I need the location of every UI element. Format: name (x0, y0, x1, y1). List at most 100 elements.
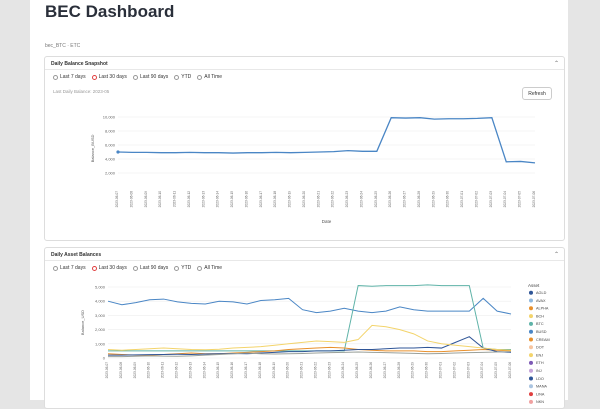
radio-all-time[interactable]: All Time (197, 265, 222, 271)
last-daily-balance-text: Last Daily Balance: 2023-05 (53, 89, 110, 94)
legend-label: ENJ (536, 353, 543, 357)
legend-marker (529, 337, 533, 342)
radio-circle-icon (197, 74, 203, 80)
radio-label: All Time (204, 74, 223, 80)
radio-circle-icon (53, 74, 58, 80)
legend-label: BTC (536, 322, 544, 326)
collapse-chevron-icon[interactable]: ⌃ (553, 252, 559, 258)
radio-label: Last 90 days (139, 74, 169, 80)
asset-balances-card: Daily Asset Balances ⌃ Last 7 days Last … (44, 247, 565, 409)
y-tick-label: 8,000 (105, 129, 116, 134)
x-tick-label: 2023-06-11 (173, 191, 177, 207)
radio-last-7-days[interactable]: Last 7 days (53, 265, 86, 271)
x-tick-label: 2023-06-20 (302, 191, 306, 208)
x-tick-label: 2023-06-20 (286, 362, 290, 379)
x-tick-label: 2023-06-16 (244, 191, 248, 208)
legend-label: CREAM (536, 338, 550, 342)
x-tick-label: 2023-07-02 (452, 362, 456, 379)
balance-card-header[interactable]: Daily Balance Snapshot (51, 61, 108, 67)
series-line-0 (117, 117, 536, 164)
x-tick-label: 2023-07-05 (518, 191, 522, 208)
legend-label: BCH (536, 314, 544, 318)
x-tick-label: 2023-06-08 (129, 191, 133, 208)
legend-marker (529, 392, 533, 397)
legend-label: BUSD (536, 330, 547, 334)
x-tick-label: 2023-07-02 (474, 191, 478, 208)
refresh-button[interactable]: Refresh (522, 87, 552, 100)
x-tick-label: 2023-06-16 (230, 362, 234, 379)
y-tick-label: 10,000 (103, 115, 116, 120)
x-tick-label: 2023-06-17 (244, 362, 248, 379)
x-tick-label: 2023-06-15 (216, 362, 220, 379)
x-tick-label: 2023-06-13 (201, 191, 205, 208)
legend-label: LDO (536, 377, 544, 381)
legend-label: LINA (536, 392, 545, 396)
y-tick-label: 2,000 (105, 171, 116, 176)
x-tick-label: 2023-06-15 (230, 191, 234, 208)
assets-card-header[interactable]: Daily Asset Balances (51, 252, 102, 258)
collapse-chevron-icon[interactable]: ⌃ (553, 61, 559, 67)
y-tick-label: 2,000 (95, 327, 106, 332)
x-tick-label: 2023-06-21 (300, 362, 304, 379)
data-point (116, 150, 120, 154)
radio-selected-icon (91, 74, 97, 80)
x-tick-label: 2023-07-01 (460, 191, 464, 208)
x-tick-label: 2023-06-19 (272, 362, 276, 379)
x-tick-label: 2023-06-21 (316, 191, 320, 208)
x-tick-label: 2023-06-24 (359, 191, 363, 208)
y-axis-label: Balance_USD (80, 310, 85, 335)
legend-label: ETH (536, 361, 544, 365)
radio-label: Last 7 days (60, 74, 86, 80)
x-tick-label: 2023-06-14 (216, 191, 220, 208)
legend-marker (529, 353, 533, 358)
x-tick-label: 2023-06-10 (158, 191, 162, 208)
legend-marker (529, 360, 533, 365)
balance-line-chart: 2,000 4,000 6,000 8,000 10,000 2023-06-07 2023… (90, 115, 536, 225)
dashboard-page: BEC Dashboard bec_BTC · ETC Daily Balanc… (30, 0, 568, 409)
x-tick-label: 2023-06-19 (288, 191, 292, 208)
radio-last-30-days[interactable]: Last 30 days (91, 74, 127, 80)
radio-all-time[interactable]: All Time (197, 74, 222, 80)
series-line-4 (107, 324, 512, 351)
radio-label: All Time (204, 265, 223, 271)
x-tick-label: 2023-07-04 (503, 191, 507, 208)
x-tick-label: 2023-07-05 (494, 362, 498, 379)
balance-range-radios: Last 7 days Last 30 days Last 90 days YT… (53, 74, 222, 80)
radio-circle-icon (174, 74, 180, 80)
x-tick-label: 2023-06-28 (397, 362, 401, 379)
radio-last-90-days[interactable]: Last 90 days (132, 74, 169, 80)
radio-label: YTD (181, 265, 192, 271)
x-tick-label: 2023-06-09 (133, 362, 137, 379)
series-line-0 (107, 297, 512, 315)
assets-range-radios: Last 7 days Last 30 days Last 90 days YT… (53, 265, 222, 271)
radio-circle-icon (53, 265, 58, 271)
legend-label: NKN (536, 400, 544, 404)
legend-label: ALPHA (536, 307, 549, 311)
y-tick-label: 4,000 (105, 157, 116, 162)
legend-marker (529, 306, 533, 311)
x-tick-label: 2023-07-03 (489, 191, 493, 208)
x-tick-label: 2023-06-28 (417, 191, 421, 208)
x-tick-label: 2023-06-22 (313, 362, 317, 379)
balance-snapshot-card: Daily Balance Snapshot ⌃ Last 7 days Las… (44, 56, 565, 241)
x-tick-label: 2023-07-03 (466, 362, 470, 379)
x-tick-label: 2023-06-25 (355, 362, 359, 379)
x-tick-label: 2023-06-08 (119, 362, 123, 379)
radio-ytd[interactable]: YTD (174, 74, 191, 80)
x-tick-label: 2023-06-18 (273, 191, 277, 208)
radio-last-30-days[interactable]: Last 30 days (91, 265, 127, 271)
radio-ytd[interactable]: YTD (174, 265, 191, 271)
legend-title: Asset (528, 283, 540, 288)
x-tick-label: 2023-06-07 (115, 191, 119, 208)
radio-last-90-days[interactable]: Last 90 days (132, 265, 169, 271)
legend-marker (529, 368, 533, 373)
x-tick-label: 2023-06-12 (187, 191, 191, 208)
radio-label: Last 90 days (139, 265, 169, 271)
x-tick-label: 2023-06-26 (388, 191, 392, 208)
radio-last-7-days[interactable]: Last 7 days (53, 74, 86, 80)
legend-marker (529, 314, 533, 319)
y-tick-label: 5,000 (95, 285, 106, 290)
y-tick-label: 0 (103, 356, 106, 361)
radio-circle-icon (174, 265, 180, 271)
x-tick-label: 2023-07-06 (532, 191, 536, 208)
